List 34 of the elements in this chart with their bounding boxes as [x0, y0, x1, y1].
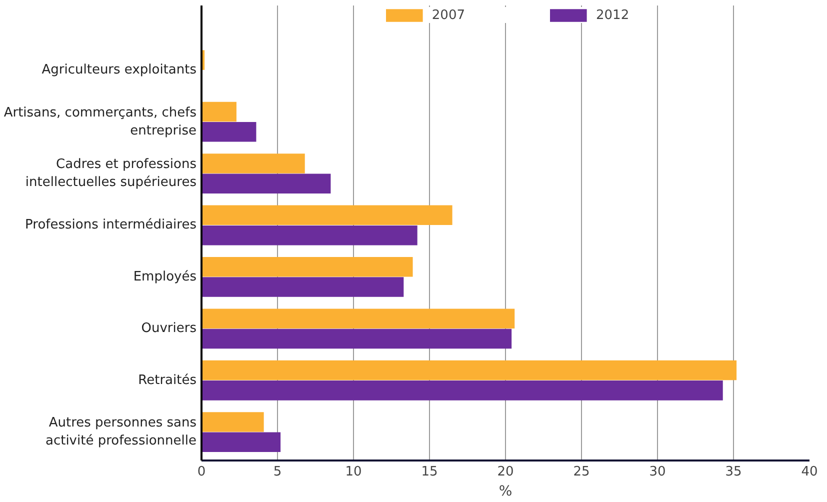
- bar: [202, 122, 256, 142]
- bar: [202, 412, 264, 432]
- legend-label: 2012: [596, 8, 630, 22]
- y-tick-label: Artisans, commerçants, chefs entreprise: [4, 105, 197, 138]
- bar: [202, 432, 281, 452]
- y-tick-label: Retraités: [138, 372, 197, 388]
- x-tick-label: 20: [497, 464, 514, 480]
- y-tick-label: Professions intermédiaires: [25, 218, 197, 233]
- legend-label: 2007: [432, 8, 465, 22]
- x-tick-label: 40: [801, 464, 818, 480]
- bar: [202, 154, 305, 174]
- y-tick-label: Cadres et professions intellectuelles supérieures: [25, 157, 197, 190]
- y-tick-label: Autres personnes sans activité professionnelle: [45, 416, 197, 449]
- bar: [202, 225, 418, 246]
- bar: [202, 380, 723, 400]
- bar: [202, 360, 737, 380]
- bar: [202, 102, 236, 122]
- x-tick-label: 0: [197, 464, 206, 480]
- x-tick-label: 10: [345, 464, 362, 480]
- bar: [202, 174, 331, 194]
- x-axis-title: %: [498, 484, 512, 500]
- bar: [202, 328, 512, 349]
- bar: [202, 205, 452, 226]
- x-tick-label: 15: [421, 464, 438, 480]
- x-tick-label: 35: [725, 464, 742, 480]
- x-tick-label: 30: [649, 464, 666, 480]
- bar: [202, 308, 515, 328]
- y-tick-label: Employés: [133, 269, 197, 284]
- bar: [202, 256, 413, 277]
- x-tick-label: 25: [573, 464, 590, 480]
- y-tick-label: Agriculteurs exploitants: [42, 62, 197, 78]
- y-tick-label: Ouvriers: [141, 321, 197, 336]
- x-tick-label: 5: [273, 464, 282, 480]
- bar: [202, 277, 404, 297]
